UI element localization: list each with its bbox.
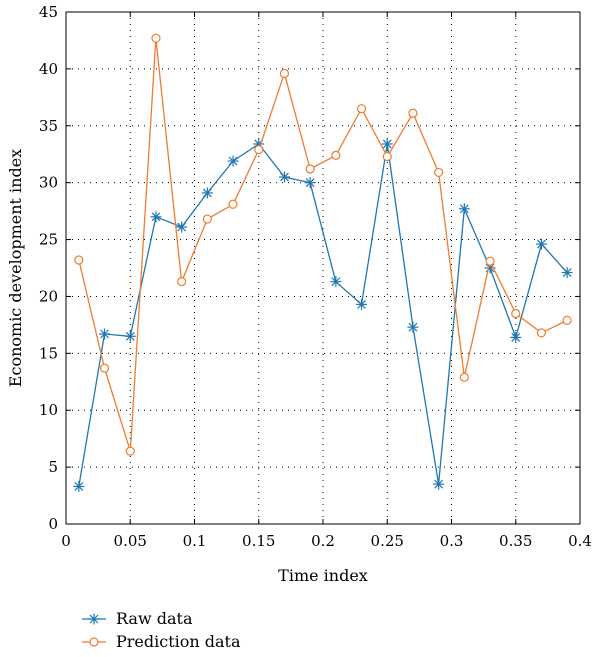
x-tick-label: 0.05: [114, 532, 147, 550]
x-axis-label: Time index: [278, 566, 368, 585]
data-point-prediction-data: [74, 255, 84, 265]
legend-marker-raw-data: [88, 613, 100, 625]
data-point-raw-data: [176, 221, 188, 233]
grid-lines: [66, 12, 580, 524]
tick-labels: 0 0.05 0.1 0.15 0.2 0.25 0.3 0.35 0.4 0 5 10 15 20 25 3…: [39, 3, 592, 550]
plot-frame: [65, 11, 581, 525]
x-tick-label: 0.35: [499, 532, 532, 550]
data-point-raw-data: [381, 138, 393, 150]
data-point-raw-data: [304, 177, 316, 189]
data-point-raw-data: [433, 478, 445, 490]
data-point-prediction-data: [228, 199, 238, 209]
series-line-raw-data: [78, 143, 568, 487]
data-point-raw-data: [330, 276, 342, 288]
data-point-prediction-data: [434, 167, 444, 178]
data-point-raw-data: [278, 171, 290, 183]
data-point-raw-data: [535, 238, 547, 250]
data-point-raw-data: [356, 298, 368, 310]
data-point-raw-data: [99, 328, 111, 340]
series-line-prediction-data: [78, 37, 568, 452]
data-point-raw-data: [150, 211, 162, 223]
data-point-prediction-data: [99, 363, 110, 373]
y-tick-label: 25: [39, 231, 58, 249]
x-tick-label: 0.1: [183, 532, 207, 550]
data-point-prediction-data: [382, 151, 392, 162]
data-point-prediction-data: [511, 308, 521, 319]
data-point-prediction-data: [279, 68, 290, 79]
x-tick-label: 0: [61, 532, 71, 550]
y-tick-label: 45: [39, 3, 58, 21]
data-point-raw-data: [201, 187, 213, 199]
data-point-prediction-data: [331, 150, 341, 160]
x-tick-label: 0.2: [311, 532, 335, 550]
data-point-prediction-data: [459, 372, 469, 382]
data-point-prediction-data: [177, 277, 187, 287]
y-tick-label: 20: [39, 287, 58, 305]
data-point-raw-data: [227, 155, 239, 167]
legend-label-prediction-data: Prediction data: [116, 632, 241, 651]
x-tick-label: 0.3: [440, 532, 464, 550]
series-raw-data: [73, 138, 573, 492]
y-axis-label: Economic development index: [6, 149, 25, 387]
data-point-raw-data: [73, 480, 85, 492]
data-series: [73, 33, 573, 492]
data-point-prediction-data: [151, 33, 161, 43]
data-point-prediction-data: [202, 214, 212, 224]
data-point-prediction-data: [254, 145, 264, 155]
x-tick-label: 0.25: [371, 532, 404, 550]
y-tick-label: 15: [39, 344, 58, 362]
y-tick-label: 30: [39, 174, 58, 192]
data-point-prediction-data: [356, 104, 367, 114]
data-point-prediction-data: [562, 315, 572, 325]
data-point-prediction-data: [536, 328, 547, 338]
y-tick-label: 0: [48, 515, 58, 533]
data-point-prediction-data: [485, 256, 495, 266]
legend-item-raw-data: Raw data: [82, 609, 193, 628]
x-tick-label: 0.4: [568, 532, 592, 550]
data-point-raw-data: [458, 203, 470, 215]
data-point-raw-data: [407, 321, 419, 333]
legend-marker-prediction-data: [89, 637, 99, 647]
y-tick-label: 5: [48, 458, 58, 476]
x-tick-label: 0.15: [242, 532, 275, 550]
y-tick-label: 35: [39, 117, 58, 135]
axis-ticks: [65, 11, 581, 525]
data-point-prediction-data: [305, 164, 315, 174]
series-prediction-data: [74, 33, 572, 456]
legend-label-raw-data: Raw data: [116, 609, 193, 628]
data-point-raw-data: [561, 267, 573, 279]
y-tick-label: 40: [39, 60, 58, 78]
data-point-prediction-data: [125, 446, 135, 456]
y-tick-label: 10: [39, 401, 58, 419]
legend: Raw data Prediction data: [82, 609, 241, 651]
data-point-prediction-data: [408, 108, 418, 118]
legend-item-prediction-data: Prediction data: [82, 632, 241, 651]
data-point-raw-data: [124, 330, 136, 342]
data-point-raw-data: [510, 331, 522, 343]
